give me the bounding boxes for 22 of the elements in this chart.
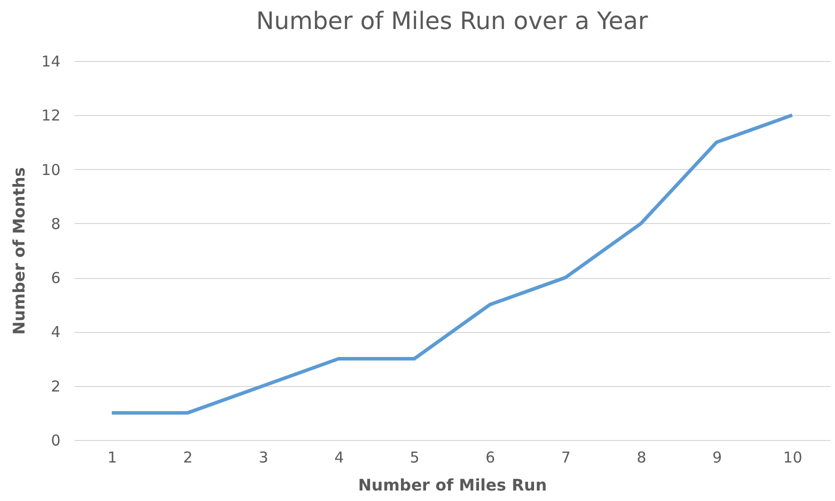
y-tick-label: 10 (41, 160, 60, 179)
y-axis-title: Number of Months (9, 167, 28, 335)
x-tick-label: 8 (636, 448, 646, 466)
x-tick-label: 5 (410, 448, 420, 466)
x-tick-label: 3 (258, 448, 268, 466)
x-tick-label: 6 (486, 448, 496, 466)
y-tick-label: 12 (41, 106, 60, 125)
y-tick-label: 6 (50, 269, 60, 288)
x-tick-label: 7 (561, 448, 571, 466)
x-tick-label: 9 (712, 448, 722, 466)
line-series (110, 113, 794, 415)
x-tick-label: 1 (108, 448, 118, 466)
y-tick-label: 4 (50, 323, 60, 342)
y-tick-label: 8 (50, 214, 60, 233)
y-tick-label: 14 (41, 52, 60, 70)
chart-title: Number of Miles Run over a Year (256, 7, 648, 35)
x-tick-label: 4 (334, 448, 344, 466)
y-tick-label: 2 (50, 377, 60, 396)
y-tick-label: 0 (50, 432, 60, 450)
x-tick-label: 2 (183, 448, 193, 466)
x-axis-title: Number of Miles Run (358, 476, 547, 494)
x-tick-label: 10 (783, 448, 802, 466)
